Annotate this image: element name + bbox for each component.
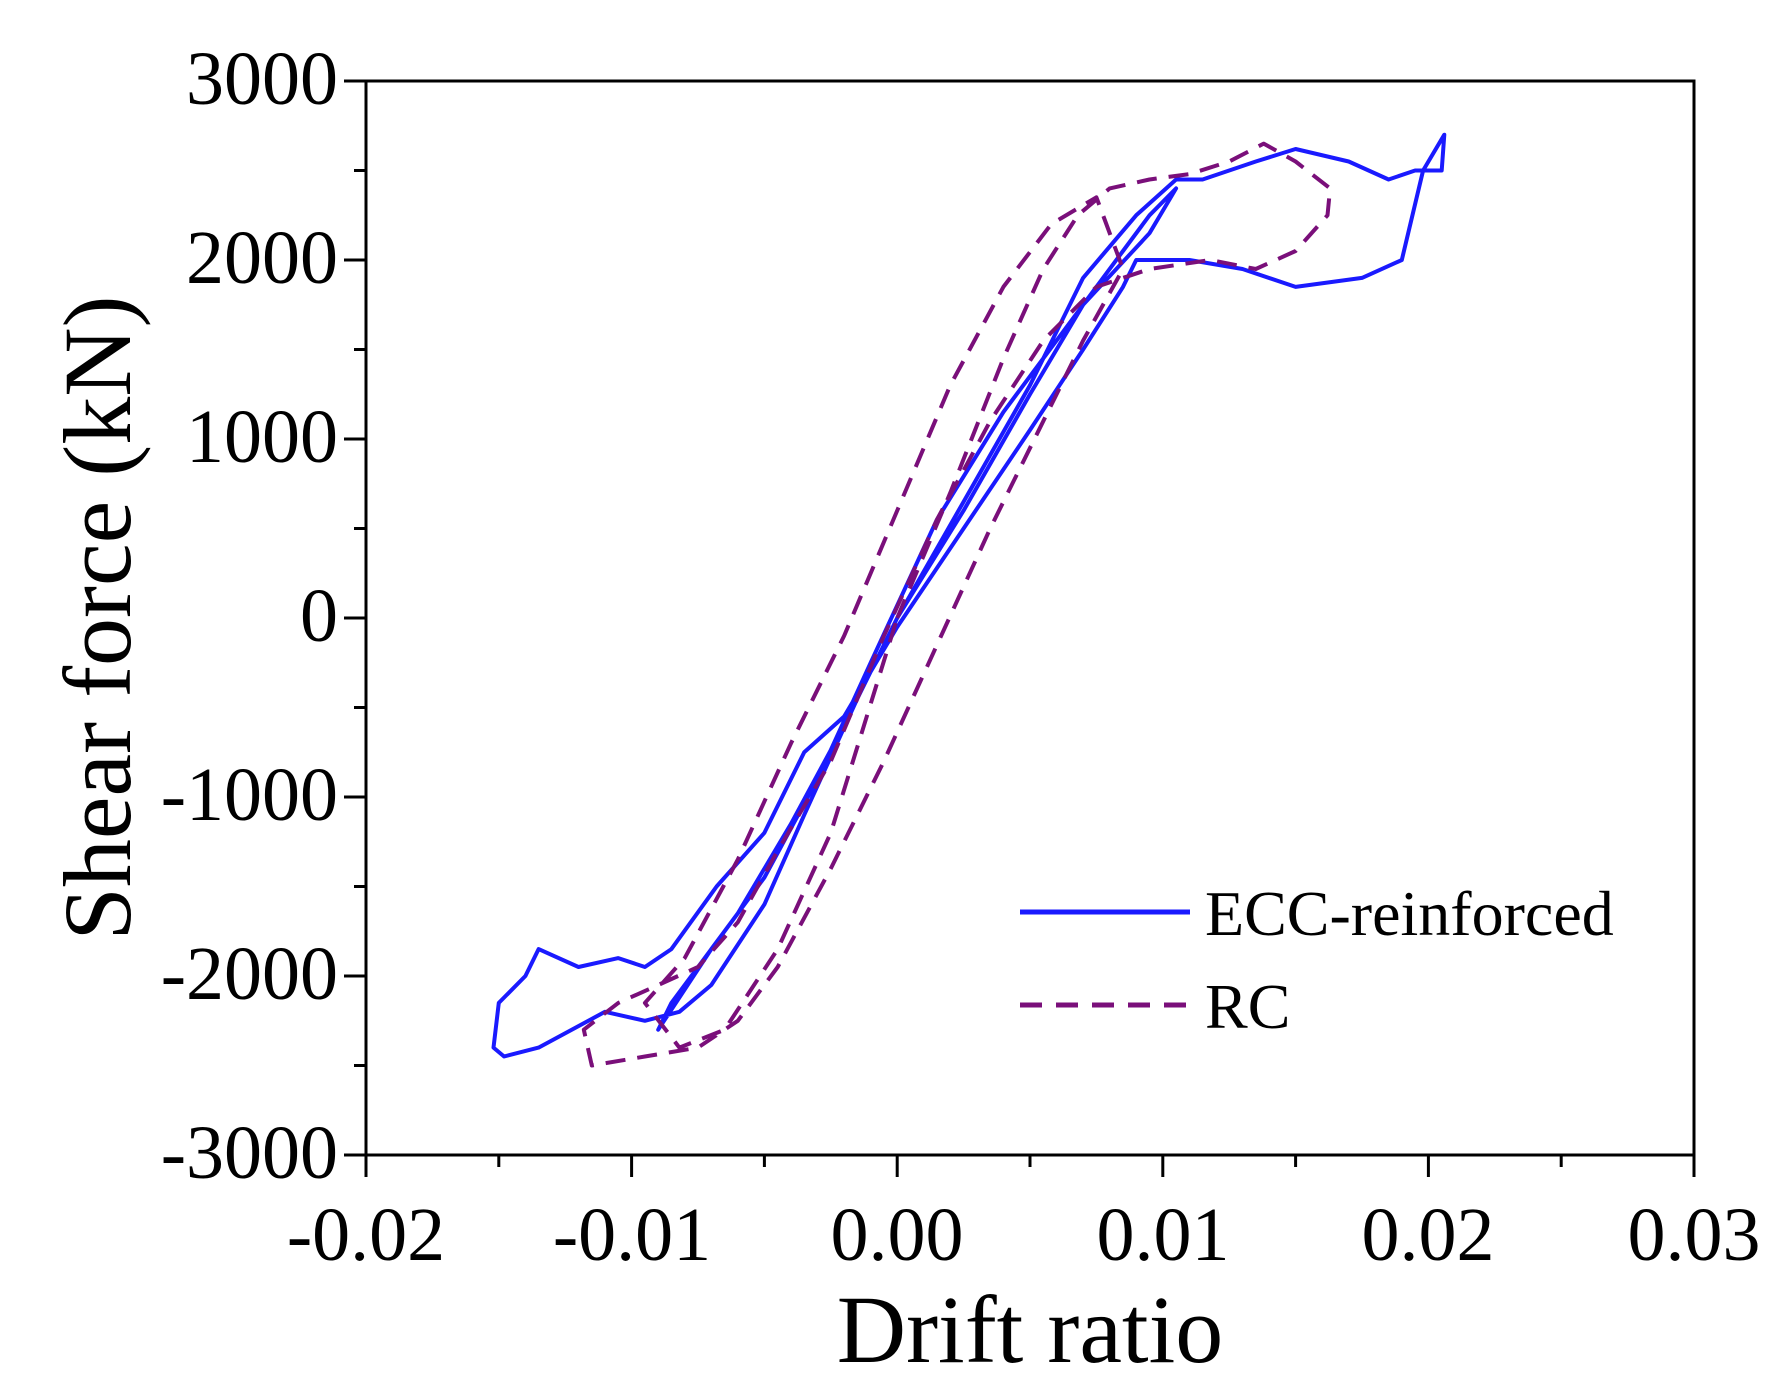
series-line-ecc-reinforced	[491, 132, 1447, 1059]
y-tick-label: 3000	[186, 37, 338, 121]
y-tick-label: 0	[300, 574, 338, 658]
legend-label-rc: RC	[1205, 971, 1290, 1042]
y-axis-title: Shear force (kN)	[44, 296, 151, 941]
y-tick-label: -3000	[161, 1111, 338, 1195]
legend-label-ecc: ECC-reinforced	[1205, 878, 1614, 949]
x-tick-label: 0.00	[831, 1193, 964, 1277]
x-tick-label: -0.02	[287, 1193, 445, 1277]
series-layer	[491, 132, 1447, 1068]
y-tick-label: 2000	[186, 216, 338, 300]
legend: ECC-reinforced RC	[1020, 878, 1614, 1042]
y-tick-label: -1000	[161, 753, 338, 837]
x-tick-label: 0.03	[1628, 1193, 1761, 1277]
x-tick-label: 0.01	[1097, 1193, 1230, 1277]
series-line-rc	[581, 141, 1333, 1068]
y-tick-label: 1000	[186, 395, 338, 479]
y-tick-label: -2000	[161, 932, 338, 1016]
tick-layer	[344, 79, 1696, 1177]
x-tick-label: 0.02	[1362, 1193, 1495, 1277]
x-tick-labels: -0.02 -0.01 0.00 0.01 0.02 0.03	[287, 1193, 1761, 1277]
y-tick-labels: 3000 2000 1000 0 -1000 -2000 -3000	[161, 37, 338, 1195]
x-axis-title: Drift ratio	[837, 1276, 1224, 1383]
x-tick-label: -0.01	[553, 1193, 711, 1277]
